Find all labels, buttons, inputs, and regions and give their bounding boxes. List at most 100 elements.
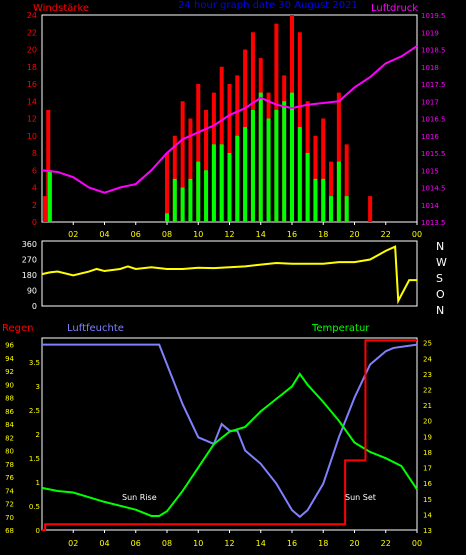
rain-ytick-label: 1.5 (29, 455, 40, 463)
wind-bar (47, 170, 52, 222)
temperature-ytick-label: 18 (423, 449, 432, 457)
wind-ytick-label: 10 (27, 132, 37, 141)
x-tick-label: 10 (193, 230, 203, 239)
panel3-y3label: Temperatur (311, 323, 370, 334)
wind-bar (274, 109, 279, 222)
temperature-ytick-label: 22 (423, 387, 432, 395)
pressure-ytick-label: 1018 (421, 64, 439, 72)
pressure-ytick-label: 1017 (421, 98, 439, 106)
humidity-ytick-label: 92 (5, 368, 14, 376)
wind-ytick-label: 18 (27, 63, 37, 72)
gust-bar (329, 161, 334, 222)
x-tick-label: 20 (349, 539, 359, 548)
panel1-ylabel: Windstärke (33, 3, 89, 14)
rain-ytick-label: 0.5 (29, 503, 40, 511)
panel1-y2label: Luftdruck (371, 3, 418, 14)
temperature-ytick-label: 19 (423, 433, 432, 441)
wind-bar (336, 161, 341, 222)
x-tick-label: 02 (68, 230, 78, 239)
x-tick-label: 16 (287, 539, 297, 548)
gust-bar (196, 84, 201, 222)
wind-bar (196, 161, 201, 222)
pressure-ytick-label: 1015 (421, 167, 439, 175)
temperature-ytick-label: 15 (423, 496, 432, 504)
wind-ytick-label: 22 (27, 28, 37, 37)
temperature-ytick-label: 20 (423, 418, 432, 426)
x-tick-label: 04 (99, 230, 109, 239)
pressure-ytick-label: 1018.5 (421, 47, 446, 55)
humidity-ytick-label: 72 (5, 501, 14, 509)
wind-bar (211, 144, 216, 222)
x-tick-label: 00 (412, 539, 422, 548)
sunrise-annotation: Sun Rise (122, 493, 157, 502)
humidity-ytick-label: 88 (5, 395, 14, 403)
pressure-ytick-label: 1017.5 (421, 81, 446, 89)
gust-bar (321, 118, 326, 222)
x-tick-label: 22 (381, 230, 391, 239)
wind-ytick-label: 0 (32, 218, 37, 227)
direction-ytick-label: 90 (27, 287, 37, 296)
wind-bar (313, 178, 318, 222)
wind-bar (235, 135, 240, 222)
humidity-line (42, 343, 418, 519)
rain-ytick-label: 3 (36, 383, 40, 391)
temperature-ytick-label: 14 (423, 511, 432, 519)
panel2-frame (41, 240, 418, 307)
x-tick-label: 14 (256, 230, 266, 239)
humidity-ytick-label: 76 (5, 474, 14, 482)
pressure-ytick-label: 1015.5 (421, 150, 446, 158)
x-tick-label: 18 (318, 230, 328, 239)
gust-bar (188, 118, 193, 222)
x-tick-label: 06 (131, 230, 141, 239)
x-tick-label: 18 (318, 539, 328, 548)
wind-bar (204, 170, 209, 222)
x-tick-label: 00 (412, 230, 422, 239)
rain-ytick-label: 0 (36, 527, 40, 535)
temperature-ytick-label: 17 (423, 465, 432, 473)
humidity-ytick-label: 86 (5, 408, 14, 416)
humidity-ytick-label: 96 (5, 342, 14, 350)
wind-bar (290, 92, 294, 222)
direction-ytick-label: 180 (22, 271, 37, 280)
compass-label: S (436, 272, 443, 285)
humidity-ytick-label: 94 (5, 355, 14, 363)
gust-bar (368, 196, 373, 222)
temperature-ytick-label: 23 (423, 371, 432, 379)
humidity-ytick-label: 78 (5, 461, 14, 469)
x-tick-label: 14 (256, 539, 266, 548)
humidity-ytick-label: 82 (5, 434, 14, 442)
gust-bar (165, 153, 169, 222)
rain-line (42, 339, 417, 531)
wind-bar (180, 187, 185, 222)
panel3-y2label: Luftfeuchte (67, 323, 124, 334)
gust-bar (46, 109, 51, 222)
wind-bar (282, 101, 287, 222)
pressure-ytick-label: 1014 (421, 202, 439, 210)
wind-ytick-label: 8 (32, 149, 37, 158)
x-tick-label: 06 (131, 539, 141, 548)
temperature-ytick-label: 16 (423, 480, 432, 488)
wind-bar (188, 178, 193, 222)
sunset-annotation: Sun Set (345, 493, 376, 502)
x-tick-label: 08 (162, 230, 172, 239)
gust-bar (344, 144, 349, 222)
direction-ytick-label: 270 (22, 256, 37, 265)
compass-label: W (436, 256, 447, 269)
wind-bar (227, 153, 232, 222)
wind-bar (305, 153, 310, 222)
gust-bar (336, 92, 341, 222)
temperature-ytick-label: 13 (423, 527, 432, 535)
gust-bar (204, 109, 209, 222)
compass-label: N (436, 240, 444, 253)
wind-bar (344, 196, 349, 222)
rain-ytick-label: 3.5 (29, 359, 40, 367)
wind-bar (258, 92, 263, 222)
wind-ytick-label: 4 (32, 184, 37, 193)
gust-bar (43, 196, 48, 222)
temperature-ytick-label: 21 (423, 402, 432, 410)
wind-ytick-label: 20 (27, 46, 37, 55)
wind-ytick-label: 6 (32, 166, 37, 175)
rain-ytick-label: 2 (36, 431, 40, 439)
x-tick-label: 12 (224, 539, 234, 548)
